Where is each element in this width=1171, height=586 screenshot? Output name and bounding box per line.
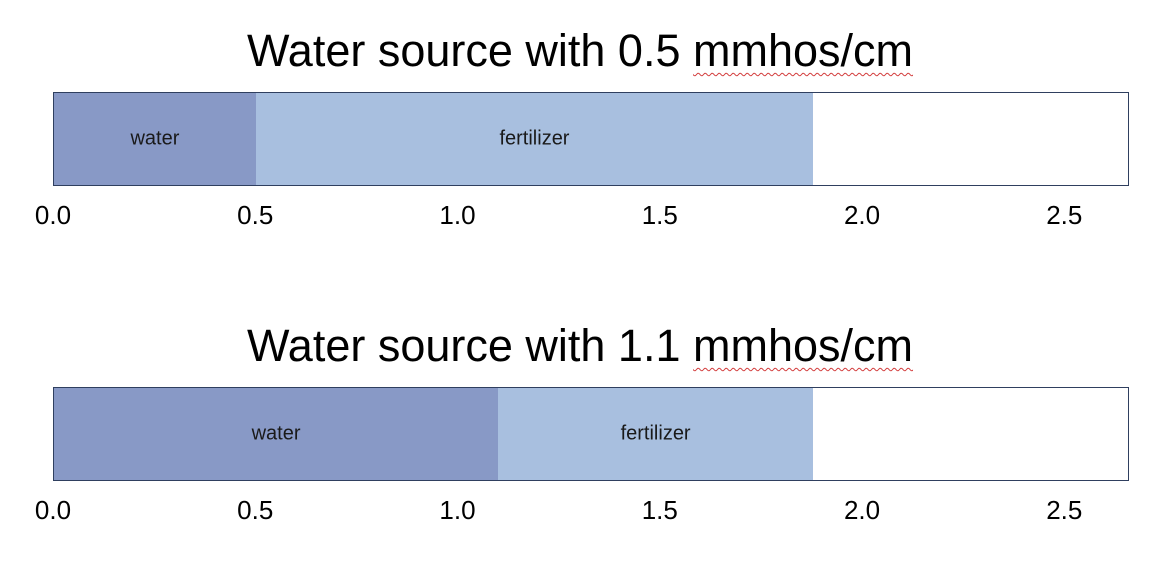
chart-panel-2: Water source with 1.1 mmhos/cm water fert…	[0, 315, 1171, 575]
x-tick-label: 0.0	[34, 495, 72, 525]
x-tick-label: 0.5	[237, 200, 274, 230]
bar-label-water: water	[251, 422, 301, 445]
bar-label-water: water	[130, 127, 180, 150]
x-tick-label: 1.0	[439, 200, 476, 230]
x-tick-label: 2.5	[1046, 495, 1083, 525]
bar-segment-fertilizer	[498, 388, 814, 480]
chart-title-prefix: Water source with 0.5	[246, 25, 693, 76]
x-tick-label: 2.0	[843, 495, 881, 525]
plot-area: water fertilizer	[53, 92, 1129, 186]
bar-label-fertilizer: fertilizer	[620, 422, 691, 445]
x-tick-label: 2.5	[1046, 200, 1083, 230]
x-tick-label: 0.5	[237, 495, 274, 525]
chart-title-unit: mmhos/cm	[693, 25, 914, 76]
plot-area: water fertilizer	[53, 387, 1129, 481]
bar-segment-water	[54, 388, 499, 480]
bar-segment-water	[54, 93, 256, 185]
bar-label-fertilizer: fertilizer	[499, 127, 570, 150]
x-tick-label: 0.0	[34, 200, 72, 230]
chart-title-prefix: Water source with 1.1	[246, 320, 693, 371]
chart-title: Water source with 1.1 mmhos/cm	[0, 320, 1160, 372]
x-tick-label: 1.5	[641, 200, 678, 230]
x-tick-label: 1.0	[439, 495, 476, 525]
chart-title: Water source with 0.5 mmhos/cm	[0, 25, 1160, 77]
chart-title-unit: mmhos/cm	[693, 320, 914, 371]
bar-segment-fertilizer	[255, 93, 814, 185]
chart-panel-1: Water source with 0.5 mmhos/cm water fert…	[0, 20, 1171, 280]
x-tick-label: 2.0	[843, 200, 881, 230]
x-tick-label: 1.5	[641, 495, 678, 525]
